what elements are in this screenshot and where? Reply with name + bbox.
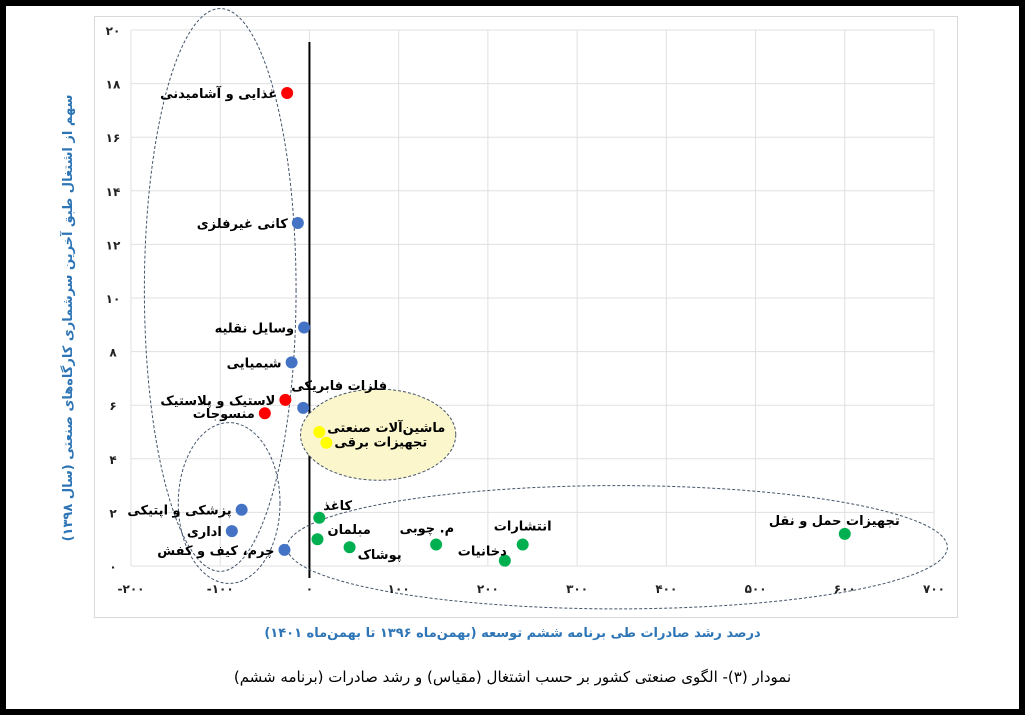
x-tick-label: ۶۰۰ <box>834 582 856 596</box>
data-point-label: منسوجات <box>193 407 255 422</box>
data-point <box>298 321 311 334</box>
y-tick-label: ۸ <box>109 346 117 360</box>
data-point <box>235 503 248 516</box>
x-tick-label: ۴۰۰ <box>655 582 677 596</box>
data-point-label: پوشاک <box>358 548 402 563</box>
y-tick-label: ۶ <box>109 399 116 413</box>
data-point <box>320 436 333 449</box>
data-point <box>297 401 310 414</box>
data-point-label: غذایی و آشامیدنی <box>160 85 277 102</box>
y-tick-label: ۱۰ <box>106 292 121 306</box>
figure-caption: نمودار (۳)- الگوی صنعتی کشور بر حسب اشتغ… <box>233 668 792 686</box>
data-point-label: مبلمان <box>327 523 370 538</box>
y-tick-label: ۲ <box>109 506 117 520</box>
data-point-label: شیمیایی <box>227 356 282 371</box>
x-tick-label: ۵۰۰ <box>745 582 767 596</box>
data-point-label: پزشکی و اپتیکی <box>127 504 231 519</box>
data-point-label: اداری <box>187 525 222 540</box>
data-point-label: م. چوبی <box>400 522 455 537</box>
y-tick-label: ۲۰ <box>106 24 121 38</box>
chart-figure: -۲۰۰ -۱۰۰ ۰ ۱۰۰ ۲۰۰ ۳۰۰ ۴۰۰ ۵۰۰ ۶۰۰ ۷۰۰ ۰ ۲ ۴ ۶ ۸ ۱۰ ۱۲ ۱… <box>6 6 1019 709</box>
data-point-label: چرم، کیف و کفش <box>157 544 274 559</box>
cluster-ellipse-upper <box>143 8 297 572</box>
y-tick-label: ۱۲ <box>106 238 121 252</box>
data-point-label: کانی غیرفلزی <box>197 217 289 232</box>
data-point-label: دخانیات <box>458 545 507 560</box>
cluster-ellipse-highlight <box>300 388 457 481</box>
x-tick-label: ۰ <box>306 582 313 596</box>
data-point <box>281 86 294 99</box>
data-point-label: کاغذ <box>323 499 352 514</box>
data-point-label: تجهیزات برقی <box>334 436 427 451</box>
x-tick-label: ۷۰۰ <box>923 582 945 596</box>
data-point <box>311 533 324 546</box>
x-tick-label: -۲۰۰ <box>118 582 145 596</box>
cluster-ellipse-bottom <box>286 485 948 610</box>
data-point <box>258 407 271 420</box>
x-axis-label: درصد رشد صادرات طی برنامه ششم توسعه (بهم… <box>264 626 761 641</box>
data-point <box>313 426 326 438</box>
x-tick-label: ۳۰۰ <box>566 582 588 596</box>
chart-area <box>94 16 958 618</box>
data-point-label: تجهیزات حمل و نقل <box>769 514 900 529</box>
data-point <box>516 538 529 551</box>
y-axis-label: سهم از اشتغال طبق آخرین سرشماری کارگاه‌ه… <box>59 95 76 542</box>
data-point <box>343 541 356 554</box>
data-point <box>285 356 298 369</box>
y-tick-label: ۴ <box>109 453 116 467</box>
data-point-label: لاستیک و پلاستیک <box>160 394 275 409</box>
y-tick-label: ۱۴ <box>106 185 121 199</box>
x-tick-label: -۱۰۰ <box>207 582 234 596</box>
data-point <box>279 393 292 406</box>
data-point <box>225 525 238 538</box>
cluster-ellipse-lower-left <box>177 422 281 584</box>
data-point-label: وسایل نقلیه <box>215 321 295 336</box>
x-tick-label: ۲۰۰ <box>477 582 499 596</box>
data-point-label: ماشین‌آلات صنعتی <box>327 419 445 436</box>
y-tick-label: ۱۶ <box>106 131 121 145</box>
y-tick-label: ۱۸ <box>106 78 121 92</box>
data-point-label: انتشارات <box>494 520 552 535</box>
x-tick-label: ۱۰۰ <box>388 582 410 596</box>
data-point <box>278 543 291 556</box>
scatter-plot: -۲۰۰ -۱۰۰ ۰ ۱۰۰ ۲۰۰ ۳۰۰ ۴۰۰ ۵۰۰ ۶۰۰ ۷۰۰ ۰ ۲ ۴ ۶ ۸ ۱۰ ۱۲ ۱… <box>59 8 948 610</box>
data-point <box>498 554 511 567</box>
y-tick-label: ۰ <box>109 560 116 574</box>
data-point <box>313 511 326 524</box>
data-point-label: فلزات فابریکی <box>291 379 387 394</box>
data-point <box>430 538 443 551</box>
data-point <box>291 216 304 229</box>
data-point <box>838 527 851 540</box>
